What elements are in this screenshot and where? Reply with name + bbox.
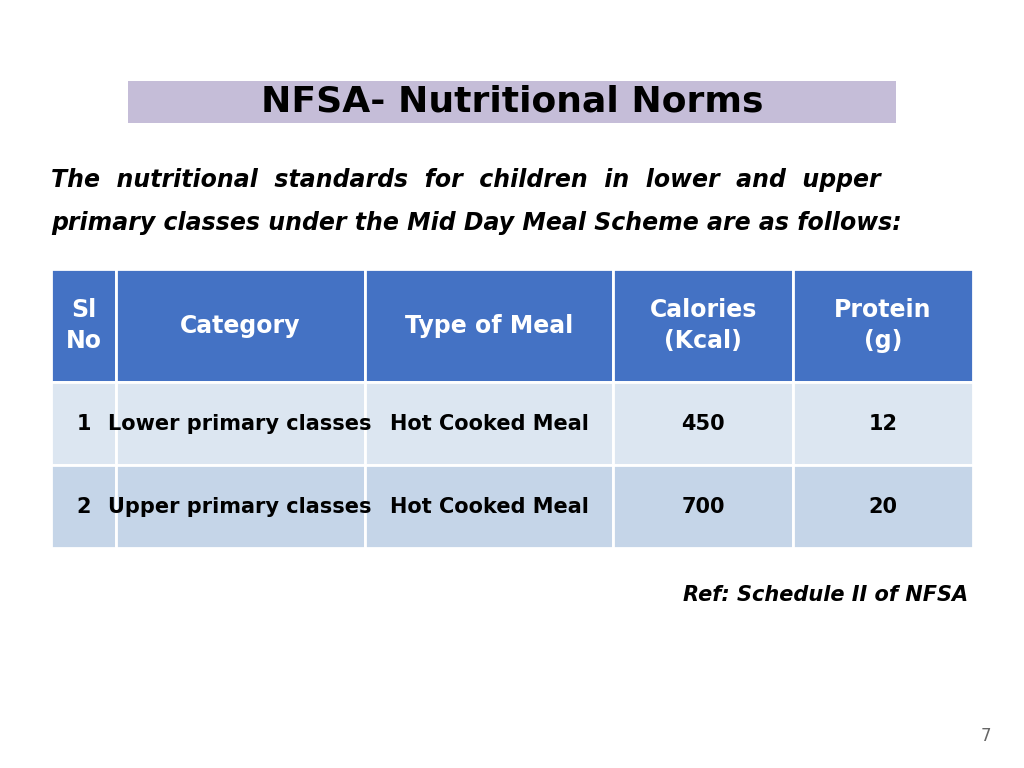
Text: 20: 20 [868,497,897,517]
Text: primary classes under the Mid Day Meal Scheme are as follows:: primary classes under the Mid Day Meal S… [51,210,902,235]
Text: 450: 450 [681,414,725,434]
Text: Lower primary classes: Lower primary classes [109,414,372,434]
Text: 7: 7 [981,727,991,745]
Text: 700: 700 [682,497,725,517]
Text: Hot Cooked Meal: Hot Cooked Meal [389,414,589,434]
Text: NFSA- Nutritional Norms: NFSA- Nutritional Norms [261,84,763,119]
Text: 1: 1 [76,414,91,434]
Text: Ref: Schedule II of NFSA: Ref: Schedule II of NFSA [683,585,968,605]
Text: Calories
(Kcal): Calories (Kcal) [649,298,757,353]
Text: Type of Meal: Type of Meal [404,313,573,338]
Text: Category: Category [180,313,300,338]
Text: Upper primary classes: Upper primary classes [109,497,372,517]
Text: The  nutritional  standards  for  children  in  lower  and  upper: The nutritional standards for children i… [51,168,881,193]
Text: Sl
No: Sl No [66,298,101,353]
Text: Hot Cooked Meal: Hot Cooked Meal [389,497,589,517]
Text: 2: 2 [76,497,91,517]
Text: 12: 12 [868,414,897,434]
Text: Protein
(g): Protein (g) [835,298,932,353]
